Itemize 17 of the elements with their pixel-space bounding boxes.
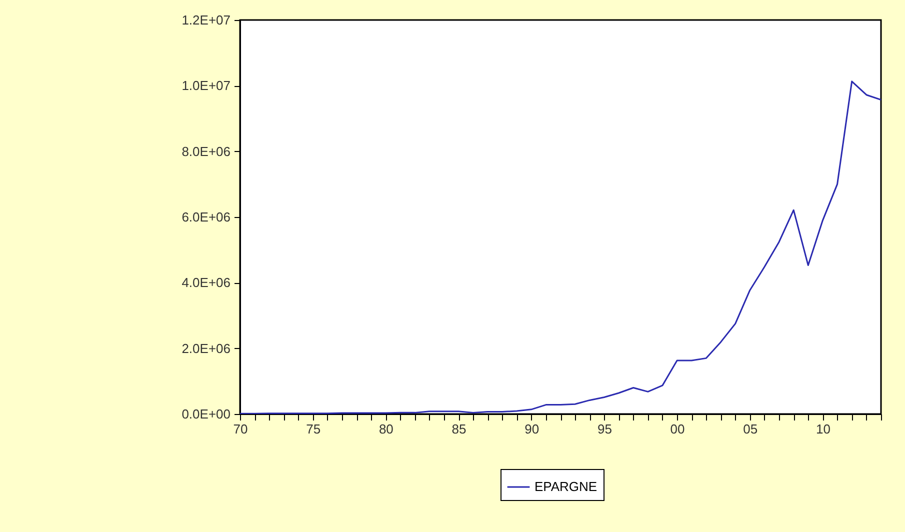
y-tick-label: 8.0E+06 — [182, 144, 230, 159]
x-tick-label: 00 — [670, 422, 685, 436]
y-tick-label: 2.0E+06 — [182, 340, 230, 356]
x-tick-label: 95 — [597, 422, 612, 436]
x-tick-label: 90 — [524, 422, 540, 436]
y-tick-label: 6.0E+06 — [182, 210, 230, 224]
y-tick-label: 1.0E+07 — [182, 78, 230, 94]
legend-label: EPARGNE — [534, 479, 598, 494]
y-tick-label: 1.2E+07 — [182, 12, 230, 28]
x-tick-label: 70 — [233, 422, 248, 436]
x-tick-label: 10 — [816, 422, 830, 436]
x-tick-label: 05 — [743, 422, 758, 436]
y-tick-label: 4.0E+06 — [182, 275, 230, 290]
x-tick-label: 85 — [452, 422, 466, 436]
x-tick-label: 80 — [378, 422, 394, 436]
x-tick-label: 75 — [306, 422, 321, 436]
y-tick-label: 0.0E+00 — [182, 406, 230, 422]
